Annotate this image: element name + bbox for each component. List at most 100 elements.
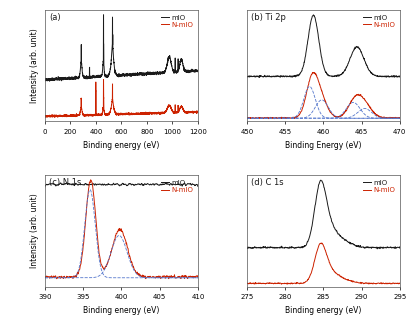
N-mIO: [101, 78, 106, 81]
mIO: [397, 246, 402, 250]
N-mIO: [244, 281, 249, 285]
N-mIO: [59, 114, 64, 118]
mIO: [47, 78, 51, 81]
N-mIO: [295, 281, 299, 285]
mIO: [103, 183, 108, 187]
N-mIO: [61, 275, 66, 279]
mIO: [154, 182, 159, 186]
N-mIO: [154, 275, 159, 279]
mIO: [347, 58, 352, 62]
Text: (d) C 1s: (d) C 1s: [251, 178, 284, 187]
N-mIO: [195, 109, 200, 113]
Line: N-mIO: N-mIO: [247, 72, 400, 119]
mIO: [139, 182, 144, 185]
mIO: [356, 244, 361, 248]
mIO: [153, 182, 158, 186]
N-mIO: [54, 277, 59, 281]
mIO: [360, 54, 365, 58]
N-mIO: [54, 115, 59, 118]
Legend: mIO, N-mIO: mIO, N-mIO: [361, 13, 396, 29]
N-mIO: [335, 115, 340, 119]
N-mIO: [42, 275, 47, 279]
Line: N-mIO: N-mIO: [247, 243, 400, 284]
N-mIO: [263, 282, 268, 286]
mIO: [318, 178, 323, 182]
mIO: [59, 77, 64, 81]
Text: (b) Ti 2p: (b) Ti 2p: [251, 13, 286, 22]
Y-axis label: Intensity (arb. unit): Intensity (arb. unit): [30, 194, 39, 268]
mIO: [284, 75, 289, 79]
N-mIO: [347, 103, 352, 107]
Line: mIO: mIO: [247, 15, 400, 77]
Line: mIO: mIO: [247, 180, 400, 249]
Line: N-mIO: N-mIO: [45, 80, 198, 117]
Legend: mIO, N-mIO: mIO, N-mIO: [160, 178, 194, 194]
mIO: [305, 240, 310, 243]
Line: mIO: mIO: [45, 183, 198, 187]
mIO: [244, 246, 249, 250]
N-mIO: [42, 115, 47, 118]
N-mIO: [64, 113, 69, 117]
N-mIO: [319, 241, 324, 245]
mIO: [263, 245, 268, 249]
Text: (c) N 1s: (c) N 1s: [49, 178, 82, 187]
mIO: [54, 77, 59, 81]
Line: N-mIO: N-mIO: [45, 180, 198, 279]
N-mIO: [140, 274, 144, 278]
mIO: [311, 13, 316, 17]
N-mIO: [356, 281, 361, 285]
N-mIO: [360, 95, 365, 99]
mIO: [294, 246, 299, 250]
N-mIO: [88, 178, 93, 182]
mIO: [101, 13, 106, 17]
mIO: [64, 77, 69, 81]
mIO: [58, 181, 63, 185]
mIO: [244, 74, 249, 78]
mIO: [314, 24, 319, 28]
N-mIO: [271, 116, 276, 120]
mIO: [112, 66, 117, 70]
N-mIO: [284, 117, 289, 120]
mIO: [397, 74, 402, 78]
N-mIO: [272, 117, 277, 121]
mIO: [47, 79, 52, 83]
Y-axis label: Intensity (arb. unit): Intensity (arb. unit): [30, 28, 39, 103]
X-axis label: Binding Energy (eV): Binding Energy (eV): [285, 140, 361, 149]
X-axis label: Binding energy (eV): Binding energy (eV): [83, 306, 160, 315]
N-mIO: [244, 116, 249, 120]
N-mIO: [52, 115, 57, 119]
N-mIO: [305, 277, 310, 281]
N-mIO: [397, 116, 402, 120]
Legend: mIO, N-mIO: mIO, N-mIO: [160, 13, 194, 29]
N-mIO: [104, 265, 109, 269]
mIO: [272, 75, 277, 79]
N-mIO: [47, 115, 51, 118]
mIO: [341, 236, 346, 240]
X-axis label: Binding energy (eV): Binding energy (eV): [83, 140, 160, 149]
N-mIO: [314, 73, 319, 77]
Text: (a): (a): [49, 13, 61, 22]
X-axis label: Binding energy (eV): Binding energy (eV): [285, 306, 361, 315]
N-mIO: [154, 275, 159, 279]
N-mIO: [310, 71, 315, 74]
N-mIO: [285, 282, 290, 286]
mIO: [195, 69, 200, 72]
mIO: [93, 182, 98, 186]
mIO: [355, 244, 360, 248]
mIO: [42, 78, 47, 81]
mIO: [42, 185, 47, 189]
N-mIO: [397, 281, 402, 285]
N-mIO: [341, 276, 346, 280]
mIO: [172, 69, 177, 73]
Line: mIO: mIO: [45, 15, 198, 81]
mIO: [61, 183, 66, 187]
mIO: [257, 75, 262, 79]
N-mIO: [93, 212, 98, 216]
mIO: [335, 74, 340, 78]
mIO: [375, 247, 380, 251]
N-mIO: [195, 274, 200, 278]
N-mIO: [356, 281, 361, 285]
mIO: [195, 185, 200, 188]
N-mIO: [112, 109, 117, 113]
N-mIO: [172, 111, 177, 115]
